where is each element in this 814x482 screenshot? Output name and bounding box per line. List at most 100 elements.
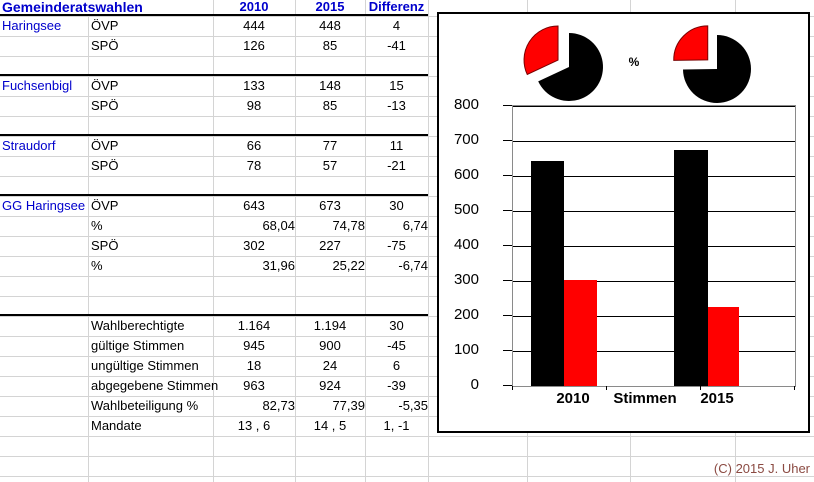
sheet-cell[interactable]: SPÖ xyxy=(91,238,119,253)
sheet-cell[interactable]: 68,04 xyxy=(262,218,295,233)
table-row xyxy=(0,456,428,476)
sheet-cell[interactable]: ÖVP xyxy=(91,138,119,153)
sheet-cell[interactable]: 444 xyxy=(243,18,265,33)
sheet-cell[interactable]: 98 xyxy=(246,98,262,113)
sheet-cell[interactable]: 57 xyxy=(322,158,338,173)
sheet-title[interactable]: Gemeinderatswahlen xyxy=(2,0,143,15)
sheet-cell[interactable]: ÖVP xyxy=(91,198,119,213)
gridline xyxy=(88,16,89,482)
chart-area[interactable]: % 0 100 200 300 400 500 600 700 800 2010 Stimmen 20… xyxy=(437,12,810,433)
sheet-cell[interactable]: -13 xyxy=(387,98,406,113)
sheet-cell[interactable]: 1, -1 xyxy=(383,418,410,433)
sheet-cell[interactable]: Fuchsenbigl xyxy=(2,78,73,93)
pie-percent-label: % xyxy=(628,55,640,69)
gridline xyxy=(0,416,814,417)
table-row: Haringsee ÖVP 444 448 4 xyxy=(0,16,428,36)
sheet-cell[interactable]: abgegebene Stimmen xyxy=(91,378,219,393)
sheet-cell[interactable]: ungültige Stimmen xyxy=(91,358,199,373)
sheet-cell[interactable]: 643 xyxy=(243,198,265,213)
sheet-cell[interactable]: 673 xyxy=(319,198,341,213)
sheet-cell[interactable]: ÖVP xyxy=(91,78,119,93)
sheet-cell[interactable]: 66 xyxy=(246,138,262,153)
sheet-cell[interactable]: Wahlberechtigte xyxy=(91,318,185,333)
sheet-cell[interactable]: 1.164 xyxy=(237,318,271,333)
sheet-cell[interactable]: 30 xyxy=(389,318,404,333)
sheet-cell[interactable]: ÖVP xyxy=(91,18,119,33)
sheet-cell[interactable]: 133 xyxy=(243,78,265,93)
sheet-cell[interactable]: 6 xyxy=(392,358,401,373)
x-axis-tick xyxy=(700,386,701,390)
gridline xyxy=(365,0,366,482)
sheet-cell[interactable]: Haringsee xyxy=(2,18,62,33)
sheet-cell[interactable]: gültige Stimmen xyxy=(91,338,185,353)
sheet-cell[interactable]: 30 xyxy=(389,198,404,213)
sheet-cell[interactable]: -41 xyxy=(387,38,406,53)
y-axis-tick xyxy=(503,175,512,176)
sheet-cell[interactable]: 24 xyxy=(322,358,338,373)
sheet-cell[interactable]: -45 xyxy=(387,338,406,353)
sheet-cell[interactable]: 85 xyxy=(322,98,338,113)
sheet-cell[interactable]: 4 xyxy=(392,18,401,33)
sheet-cell[interactable]: 13 , 6 xyxy=(237,418,271,433)
sheet-cell[interactable]: 77,39 xyxy=(332,398,365,413)
column-header-2010[interactable]: 2010 xyxy=(239,0,269,14)
sheet-cell[interactable]: -5,35 xyxy=(398,398,428,413)
gridline xyxy=(0,196,814,197)
gridline xyxy=(213,0,214,482)
sheet-cell[interactable]: SPÖ xyxy=(91,38,119,53)
table-row: Wahlberechtigte 1.164 1.194 30 xyxy=(0,316,428,336)
gridline xyxy=(0,136,814,137)
sheet-cell[interactable]: -6,74 xyxy=(398,258,428,273)
sheet-cell[interactable]: Straudorf xyxy=(2,138,56,153)
sheet-cell[interactable]: 77 xyxy=(322,138,338,153)
sheet-cell[interactable]: 924 xyxy=(319,378,341,393)
sheet-cell[interactable]: -21 xyxy=(387,158,406,173)
sheet-cell[interactable]: 11 xyxy=(389,138,404,153)
table-row xyxy=(0,176,428,196)
sheet-cell[interactable]: GG Haringsee xyxy=(2,198,86,213)
sheet-cell[interactable]: 1.194 xyxy=(313,318,347,333)
sheet-cell[interactable]: 82,73 xyxy=(262,398,295,413)
sheet-cell[interactable]: -75 xyxy=(387,238,406,253)
sheet-cell[interactable]: 14 , 5 xyxy=(313,418,347,433)
sheet-cell[interactable]: 78 xyxy=(246,158,262,173)
sheet-cell[interactable]: 31,96 xyxy=(262,258,295,273)
gridline xyxy=(0,36,814,37)
sheet-cell[interactable]: % xyxy=(91,258,103,273)
sheet-cell[interactable]: 25,22 xyxy=(332,258,365,273)
sheet-cell[interactable]: Wahlbeteiligung % xyxy=(91,398,199,413)
sheet-cell[interactable]: 15 xyxy=(389,78,404,93)
sheet-cell[interactable]: -39 xyxy=(387,378,406,393)
table-row xyxy=(0,436,428,456)
sheet-cell[interactable]: % xyxy=(91,218,103,233)
gridline xyxy=(0,216,814,217)
sheet-cell[interactable]: 74,78 xyxy=(332,218,365,233)
sheet-cell[interactable]: 85 xyxy=(322,38,338,53)
sheet-cell[interactable]: SPÖ xyxy=(91,98,119,113)
sheet-cell[interactable]: SPÖ xyxy=(91,158,119,173)
bar-SPÖ-2010 xyxy=(564,280,597,386)
gridline xyxy=(0,336,814,337)
x-axis-label: 2010 xyxy=(556,390,590,407)
sheet-cell[interactable]: 18 xyxy=(246,358,262,373)
sheet-cell[interactable]: 227 xyxy=(319,238,341,253)
sheet-cell[interactable]: 6,74 xyxy=(402,218,428,233)
gridline xyxy=(0,436,814,437)
sheet-cell[interactable]: 945 xyxy=(243,338,265,353)
sheet-cell[interactable]: 900 xyxy=(319,338,341,353)
sheet-cell[interactable]: Mandate xyxy=(91,418,142,433)
y-axis-tick xyxy=(503,245,512,246)
gridline xyxy=(0,316,814,317)
table-row: % 31,96 25,22 -6,74 xyxy=(0,256,428,276)
sheet-cell[interactable]: 302 xyxy=(243,238,265,253)
y-axis-label: 600 xyxy=(453,166,479,183)
gridline xyxy=(0,356,814,357)
sheet-cell[interactable]: 148 xyxy=(319,78,341,93)
sheet-cell[interactable]: 448 xyxy=(319,18,341,33)
gridline xyxy=(513,141,795,142)
table-row: SPÖ 302 227 -75 xyxy=(0,236,428,256)
sheet-cell[interactable]: 963 xyxy=(243,378,265,393)
column-header-2015[interactable]: 2015 xyxy=(315,0,345,14)
column-header-differenz[interactable]: Differenz xyxy=(368,0,425,14)
sheet-cell[interactable]: 126 xyxy=(243,38,265,53)
